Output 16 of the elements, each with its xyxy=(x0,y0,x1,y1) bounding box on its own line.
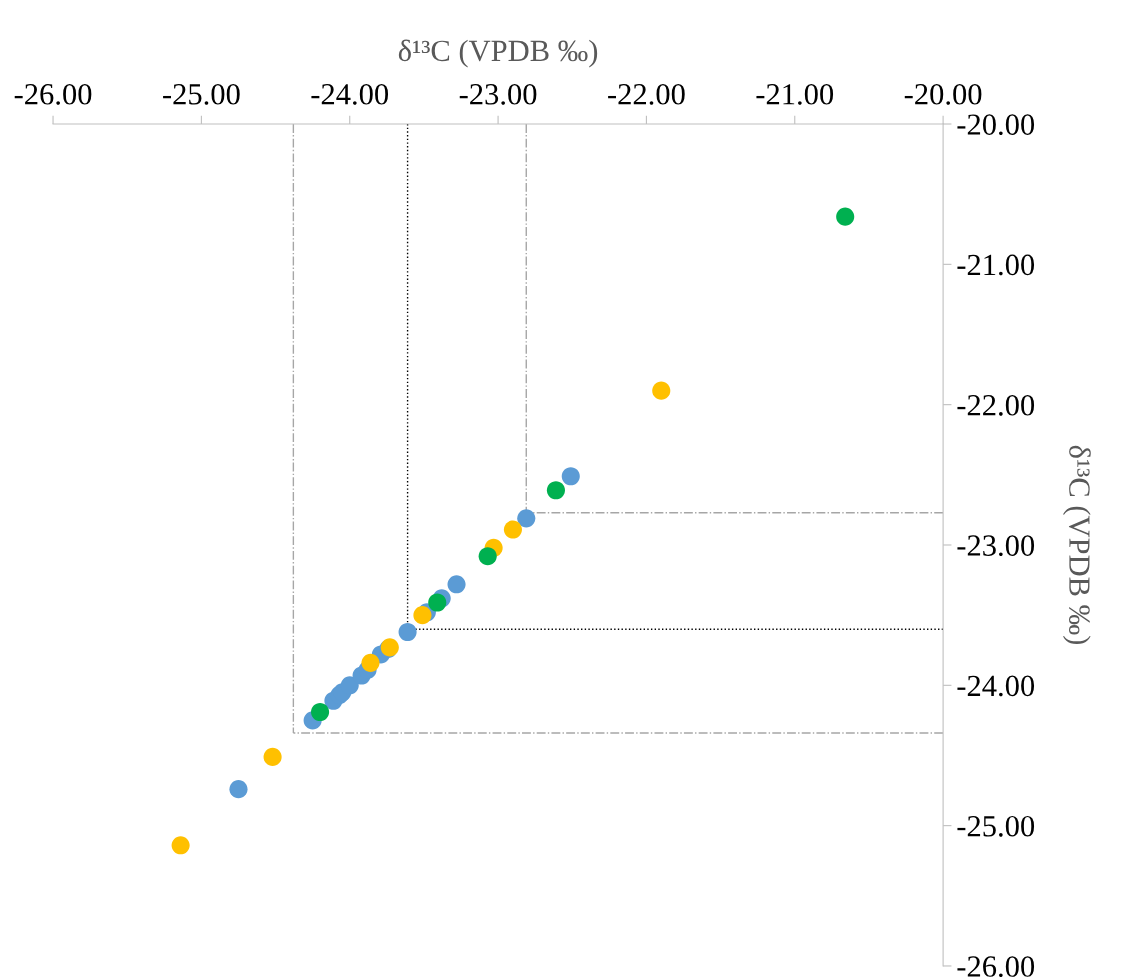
y-tick-label: -22.00 xyxy=(957,394,1035,416)
x-tick-label: -25.00 xyxy=(163,83,240,105)
y-tick-label: -21.00 xyxy=(957,254,1035,276)
y-tick-label: -23.00 xyxy=(957,535,1035,557)
x-tick-label: -23.00 xyxy=(459,83,537,105)
y-tick-label: -24.00 xyxy=(957,675,1035,697)
x-tick-label: -22.00 xyxy=(608,83,685,105)
y-tick-label: -25.00 xyxy=(957,815,1035,837)
x-tick-label: -20.00 xyxy=(904,83,982,105)
y-tick-label: -20.00 xyxy=(957,114,1035,136)
x-tick-label: -26.00 xyxy=(14,83,92,105)
y-axis-title: δ¹³C (VPDB ‰) xyxy=(1062,445,1091,645)
y-tick-label: -26.00 xyxy=(957,956,1035,978)
x-tick-label: -21.00 xyxy=(756,83,834,105)
x-axis-title: δ¹³C (VPDB ‰) xyxy=(398,39,598,68)
x-tick-label: -24.00 xyxy=(311,83,389,105)
